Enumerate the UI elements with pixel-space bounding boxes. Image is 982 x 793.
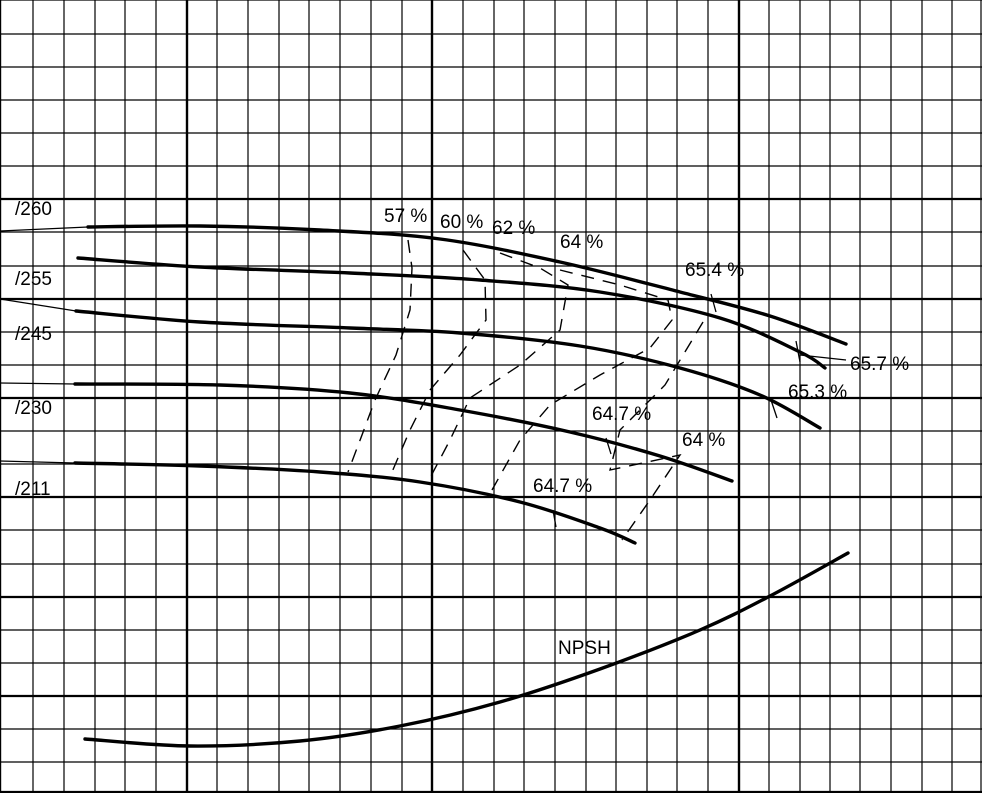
efficiency-label: 60 % bbox=[440, 212, 483, 233]
impeller-diameter-label: /245 bbox=[15, 324, 52, 345]
impeller-diameter-label: /230 bbox=[15, 398, 52, 419]
efficiency-tick bbox=[770, 399, 778, 419]
npsh-label: NPSH bbox=[558, 638, 611, 659]
labels: /260/255/245/230/211 NPSH 57 % 60 % 62 % 64 %… bbox=[15, 199, 909, 659]
efficiency-lines bbox=[347, 239, 847, 541]
efficiency-label: 65.7 % bbox=[850, 354, 909, 375]
efficiency-label: 65.4 % bbox=[685, 260, 744, 281]
npsh-curve bbox=[83, 551, 850, 748]
efficiency-line-64 bbox=[491, 269, 673, 491]
head-curve-260 bbox=[86, 224, 848, 346]
efficiency-label: 64 % bbox=[560, 232, 603, 253]
curve-extension-260 bbox=[0, 226, 89, 232]
efficiency-label: 62 % bbox=[492, 218, 535, 239]
efficiency-line-65-4 bbox=[609, 321, 704, 541]
head-curve-230 bbox=[73, 382, 734, 483]
efficiency-label: 64.7 % bbox=[533, 476, 592, 497]
head-curve-245 bbox=[74, 309, 822, 430]
efficiency-line-62 bbox=[429, 252, 569, 479]
efficiency-tick bbox=[710, 293, 717, 313]
efficiency-line-57 bbox=[347, 239, 413, 473]
head-curve-255 bbox=[76, 256, 827, 370]
impeller-diameter-label: /211 bbox=[15, 479, 51, 500]
efficiency-label: 57 % bbox=[384, 206, 427, 227]
curve-extension-230 bbox=[0, 382, 76, 385]
efficiency-label: 64.7 % bbox=[592, 404, 651, 425]
head-curve-211 bbox=[73, 461, 637, 545]
impeller-diameter-label: /255 bbox=[15, 269, 52, 290]
efficiency-line-60 bbox=[391, 249, 487, 473]
efficiency-label: 64 % bbox=[682, 430, 725, 451]
curves bbox=[0, 224, 850, 748]
curve-extension-245 bbox=[0, 298, 77, 312]
curve-extension-211 bbox=[0, 460, 76, 464]
impeller-diameter-label: /260 bbox=[15, 199, 52, 220]
efficiency-label: 65.3 % bbox=[788, 382, 847, 403]
